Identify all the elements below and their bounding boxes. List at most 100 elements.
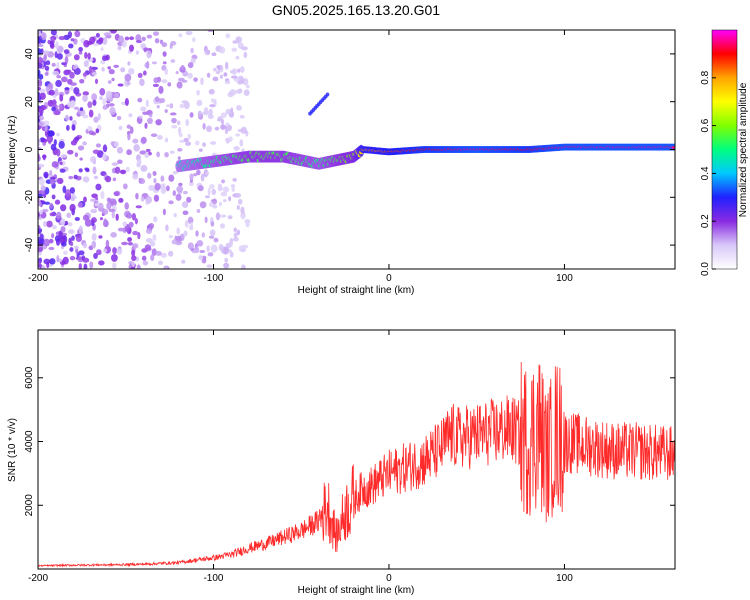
heatmap-cell bbox=[84, 218, 92, 227]
heatmap-cell bbox=[200, 77, 204, 86]
heatmap-cell bbox=[156, 151, 160, 158]
heatmap-cell bbox=[137, 97, 143, 103]
heatmap-cell bbox=[238, 245, 245, 252]
heatmap-cell bbox=[130, 266, 135, 269]
heatmap-cell bbox=[67, 229, 75, 234]
heatmap-cell bbox=[92, 166, 97, 175]
heatmap-cell bbox=[62, 185, 67, 194]
heatmap-cell bbox=[195, 246, 200, 254]
heatmap-cell bbox=[175, 193, 182, 201]
heatmap-cell bbox=[79, 157, 83, 161]
heatmap-cell bbox=[99, 217, 103, 221]
heatmap-cell bbox=[210, 221, 215, 227]
heatmap-cell bbox=[160, 252, 168, 258]
heatmap-cell bbox=[210, 230, 215, 237]
heatmap-cell bbox=[181, 79, 188, 83]
heatmap-cell bbox=[159, 183, 165, 190]
heatmap-cell bbox=[170, 59, 176, 63]
heatmap-cell bbox=[205, 171, 209, 176]
heatmap-cell bbox=[49, 212, 54, 217]
heatmap-cell bbox=[245, 221, 250, 228]
heatmap-cell bbox=[152, 234, 157, 242]
heatmap-cell bbox=[183, 138, 189, 142]
heatmap-cell bbox=[83, 39, 90, 48]
heatmap-cell bbox=[100, 190, 105, 199]
heatmap-cell bbox=[113, 64, 120, 68]
snr-panel: -200 -100 0 100 2000 4000 6000 Height of stra… bbox=[7, 329, 676, 596]
heatmap-cell bbox=[38, 189, 46, 196]
heatmap-cell bbox=[140, 106, 147, 112]
heatmap-cell bbox=[181, 201, 189, 209]
heatmap-cell bbox=[117, 159, 123, 164]
heatmap-cell bbox=[135, 256, 139, 262]
heatmap-cell bbox=[82, 72, 88, 77]
heatmap-cell bbox=[93, 252, 98, 260]
heatmap-cell bbox=[149, 113, 153, 118]
heatmap-cell bbox=[164, 68, 169, 75]
heatmap-cell bbox=[63, 49, 70, 54]
spectrogram-ytick-label: -40 bbox=[24, 237, 35, 252]
heatmap-cell bbox=[227, 215, 233, 220]
heatmap-cell bbox=[178, 33, 183, 38]
heatmap-cell bbox=[186, 196, 192, 203]
heatmap-cell bbox=[126, 149, 132, 156]
heatmap-cell bbox=[181, 259, 186, 264]
heatmap-cell bbox=[171, 239, 178, 245]
heatmap-cell bbox=[239, 114, 245, 119]
heatmap-cell bbox=[55, 211, 62, 220]
heatmap-cell bbox=[70, 100, 76, 107]
heatmap-cell bbox=[117, 227, 125, 232]
heatmap-cell bbox=[139, 115, 143, 119]
heatmap-cell bbox=[129, 44, 134, 52]
heatmap-cell bbox=[218, 243, 224, 252]
heatmap-cell bbox=[153, 177, 157, 184]
heatmap-cell bbox=[78, 51, 83, 55]
heatmap-cell bbox=[98, 37, 104, 42]
heatmap-cell bbox=[58, 140, 65, 149]
spectrogram-ytick-label: -20 bbox=[24, 190, 35, 205]
heatmap-cell bbox=[230, 107, 234, 113]
heatmap-cell bbox=[91, 217, 97, 224]
heatmap-cell bbox=[102, 153, 107, 161]
heatmap-cell bbox=[59, 161, 63, 165]
heatmap-cell bbox=[93, 175, 99, 180]
heatmap-cell bbox=[38, 111, 41, 117]
heatmap-cell bbox=[196, 169, 201, 176]
heatmap-cell bbox=[60, 226, 66, 233]
colorbar-tick-label: 0.8 bbox=[700, 70, 711, 84]
heatmap-cell bbox=[183, 230, 188, 237]
heatmap-cell bbox=[73, 106, 80, 110]
heatmap-cell bbox=[139, 178, 146, 185]
spectrogram-ytick-label: 0 bbox=[24, 146, 35, 152]
heatmap-cell bbox=[102, 144, 108, 153]
heatmap-cell bbox=[127, 213, 132, 219]
heatmap-cell bbox=[206, 264, 213, 268]
heatmap-cell bbox=[216, 118, 222, 122]
heatmap-cell bbox=[124, 98, 129, 106]
heatmap-cell bbox=[164, 137, 169, 143]
heatmap-cell bbox=[124, 36, 130, 41]
heatmap-cell bbox=[240, 126, 247, 134]
spectrogram-x-axis-label: Height of straight line (km) bbox=[298, 285, 415, 296]
spectrogram-xtick-label: -100 bbox=[203, 273, 223, 284]
heatmap-cell bbox=[68, 175, 74, 180]
heatmap-cell bbox=[92, 149, 100, 154]
heatmap-cell bbox=[203, 107, 209, 114]
heatmap-cell bbox=[56, 132, 60, 137]
heatmap-cell bbox=[233, 232, 238, 238]
heatmap-cell bbox=[108, 103, 115, 107]
heatmap-cell bbox=[148, 223, 155, 229]
heatmap-cell bbox=[184, 220, 189, 228]
heatmap-cell bbox=[78, 168, 83, 173]
heatmap-cell bbox=[172, 190, 177, 197]
heatmap-cell bbox=[73, 54, 80, 61]
heatmap-cell bbox=[38, 48, 42, 55]
heatmap-cell bbox=[233, 237, 239, 242]
heatmap-cell bbox=[71, 235, 75, 241]
heatmap-cell bbox=[169, 112, 177, 116]
heatmap-cell bbox=[111, 210, 115, 219]
spectrogram-ytick-label: 40 bbox=[24, 48, 35, 60]
heatmap-cell bbox=[219, 64, 224, 73]
heatmap-cell bbox=[194, 140, 200, 146]
heatmap-cell bbox=[58, 91, 65, 97]
